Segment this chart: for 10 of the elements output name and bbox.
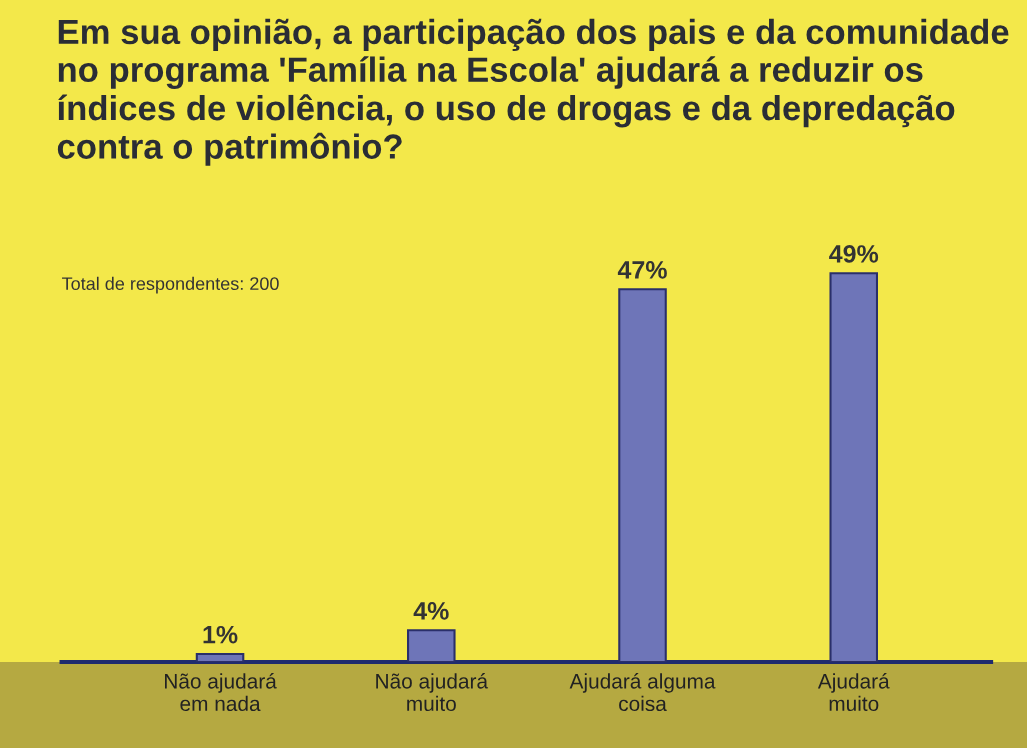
x-tick-label: Não ajudará muito (376, 673, 489, 712)
annotation: Total de respondentes: 200 (62, 276, 279, 294)
chart-title: Em sua opinião, a participação dos pais e da comunidade no programa 'Família na Escola' ajudará a reduzir os índices de violência, o uso de drogas e da depredação contra o patrimônio? (57, 18, 1009, 166)
x-tick-label: Não ajudará em nada (165, 673, 277, 712)
x-tick-label: Ajudará muito (817, 673, 890, 712)
data-label: 47% (617, 261, 667, 279)
x-tick-label: Ajudará alguma coisa (569, 673, 716, 712)
data-label: 4% (413, 602, 449, 620)
data-label: 49% (829, 245, 879, 263)
data-label: 1% (203, 625, 238, 644)
